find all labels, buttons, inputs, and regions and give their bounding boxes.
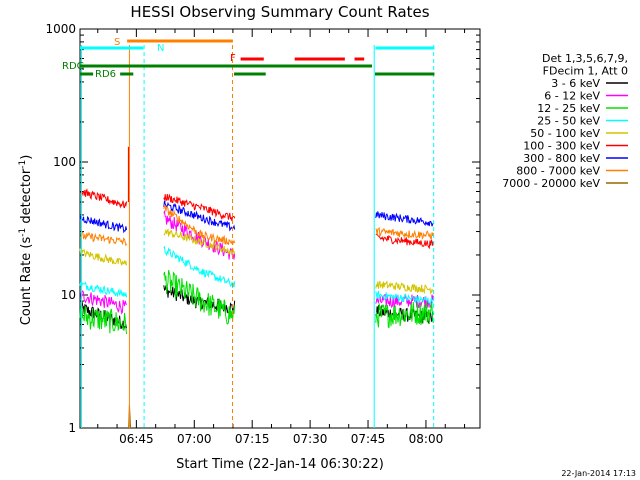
chart-title: HESSI Observing Summary Count Rates bbox=[130, 3, 429, 21]
series-line-7 bbox=[163, 204, 236, 246]
legend-entry-label: 3 - 6 keV bbox=[551, 77, 600, 90]
series-line-3 bbox=[79, 281, 128, 298]
flag-label-n: N bbox=[157, 43, 164, 54]
series-line-4 bbox=[79, 248, 128, 267]
series-line-2 bbox=[375, 301, 434, 329]
svg-text:Count Rate (s-1 detector-1): Count Rate (s-1 detector-1) bbox=[18, 155, 34, 326]
flag-label-f: F bbox=[230, 53, 236, 64]
series-line-6 bbox=[79, 215, 128, 234]
x-tick-label: 06:45 bbox=[119, 432, 154, 446]
flags-layer: S N F RDG RD6 bbox=[62, 37, 435, 428]
series-line-2 bbox=[79, 306, 128, 335]
legend-entry-label: 12 - 25 keV bbox=[537, 102, 600, 115]
x-axis-label: Start Time (22-Jan-14 06:30:22) bbox=[176, 457, 384, 472]
series-line-1 bbox=[79, 290, 128, 315]
series-line-3 bbox=[375, 290, 434, 306]
y-label-mid: detector bbox=[19, 168, 34, 228]
series-line-6 bbox=[375, 211, 434, 227]
flag-label-s: S bbox=[114, 37, 120, 48]
y-label-sup1: -1 bbox=[18, 228, 28, 237]
series-line-2 bbox=[163, 269, 236, 325]
y-tick-label: 1 bbox=[68, 421, 76, 435]
series-layer bbox=[79, 146, 434, 429]
legend-entry-label: 6 - 12 keV bbox=[544, 90, 600, 103]
series-line-6 bbox=[163, 200, 236, 232]
series-line-4 bbox=[375, 280, 434, 295]
flag-label-rd6: RD6 bbox=[95, 69, 116, 80]
y-tick-label: 10 bbox=[61, 288, 76, 302]
legend-entry-label: 300 - 800 keV bbox=[523, 152, 600, 165]
x-tick-label: 07:15 bbox=[235, 432, 270, 446]
y-axis-label: Count Rate (s-1 detector-1) bbox=[18, 155, 34, 326]
y-label-main: Count Rate (s bbox=[19, 237, 34, 326]
series-line-1 bbox=[163, 209, 236, 260]
y-label-end: ) bbox=[19, 155, 34, 160]
series-line-5 bbox=[375, 232, 434, 250]
series-line-7 bbox=[80, 231, 128, 247]
legend-entry-label: 800 - 7000 keV bbox=[516, 165, 600, 178]
x-tick-label: 07:45 bbox=[351, 432, 386, 446]
legend-entry-label: 25 - 50 keV bbox=[537, 115, 600, 128]
series-line-3 bbox=[163, 245, 236, 289]
y-tick-label: 1000 bbox=[45, 22, 76, 36]
legend-entry-label: 7000 - 20000 keV bbox=[502, 177, 600, 190]
x-tick-label: 08:00 bbox=[409, 432, 444, 446]
plot-axes: 1 10 100 1000 06:45 07:00 07:15 07:30 07:45 08:00 bbox=[45, 22, 481, 446]
series-line-4 bbox=[163, 228, 236, 256]
legend-entry-label: 50 - 100 keV bbox=[530, 127, 600, 140]
x-tick-label: 07:00 bbox=[177, 432, 212, 446]
legend-title-line: FDecim 1, Att 0 bbox=[543, 65, 628, 78]
legend-entry-label: 100 - 300 keV bbox=[523, 140, 600, 153]
timestamp: 22-Jan-2014 17:13 bbox=[561, 469, 636, 478]
x-tick-label: 07:30 bbox=[293, 432, 328, 446]
y-tick-label: 100 bbox=[53, 155, 76, 169]
legend-title-line: Det 1,3,5,6,7,9, bbox=[542, 52, 628, 65]
y-label-sup2: -1 bbox=[18, 160, 28, 169]
series-line-5 bbox=[79, 188, 128, 209]
plot-frame bbox=[79, 28, 481, 429]
legend: Det 1,3,5,6,7,9,FDecim 1, Att 03 - 6 keV… bbox=[502, 52, 628, 190]
flag-label-rdg: RDG bbox=[62, 61, 84, 72]
series-line-7 bbox=[375, 226, 434, 240]
series-line-5 bbox=[163, 193, 236, 222]
